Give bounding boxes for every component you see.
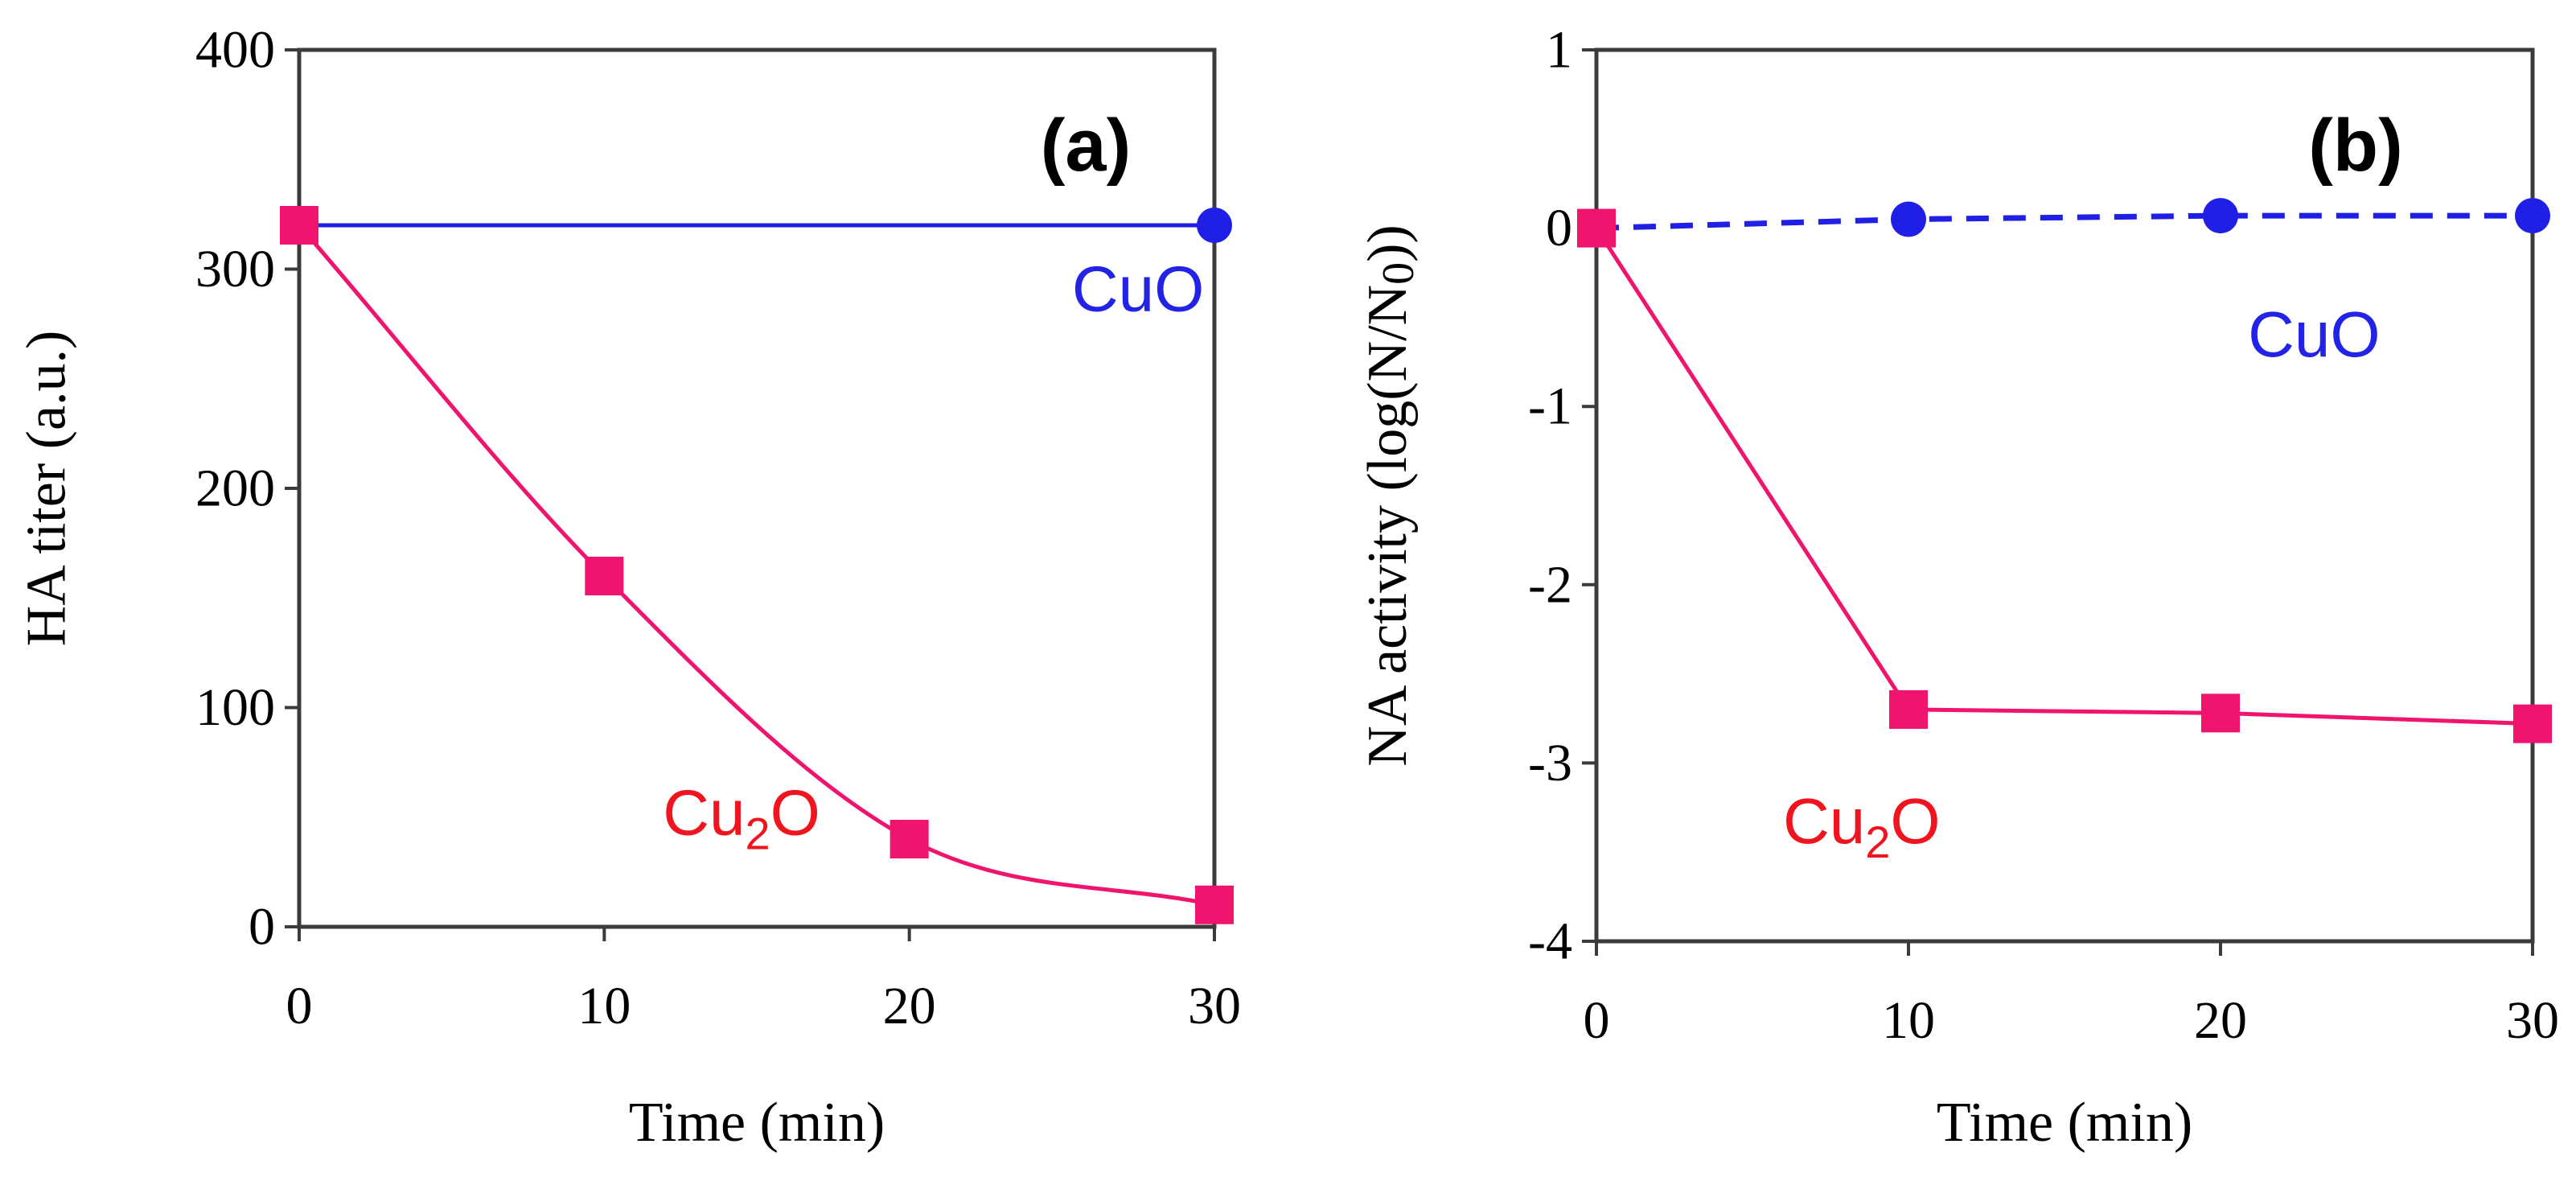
series-line-cu2o: [298, 224, 1215, 907]
x-tick-label: 0: [286, 977, 313, 1035]
series-cu2o: Cu2O: [280, 206, 1234, 924]
y-tick-label: 300: [195, 240, 275, 298]
x-tick-label: 0: [1584, 991, 1610, 1050]
series-label-main: CuO: [1072, 253, 1205, 324]
data-point-cu2o: [889, 820, 929, 858]
y-tick-label: -1: [1528, 377, 1572, 436]
y-tick-label: 100: [195, 678, 275, 737]
x-tick-label: 10: [577, 977, 631, 1035]
y-tick-label: 0: [1546, 199, 1572, 257]
data-point-cu2o: [2513, 704, 2552, 743]
data-point-cuo: [1891, 201, 1926, 237]
data-point-cuo: [1197, 208, 1232, 243]
data-point-cu2o: [1889, 689, 1928, 729]
plot-frame: [1594, 47, 2535, 944]
series-label-main: Cu: [663, 777, 745, 849]
series-label-subscript: 2: [1865, 817, 1890, 867]
data-point-cu2o: [1195, 885, 1234, 924]
series-cu2o: Cu2O: [1577, 208, 2552, 867]
y-tick-label: 1: [1546, 21, 1572, 80]
data-point-cu2o: [280, 206, 318, 245]
series-label-cu2o: Cu2O: [663, 777, 820, 859]
y-tick-label: 0: [249, 898, 275, 957]
data-point-cu2o: [585, 557, 624, 595]
x-axis-title: Time (min): [1937, 1092, 2192, 1154]
series-cuo: CuO: [1579, 198, 2550, 370]
x-tick-label: 30: [1188, 977, 1241, 1035]
y-axis-title-subscript: 0: [1374, 262, 1424, 285]
series-label-subscript: 2: [745, 809, 770, 859]
chart-panel-a: 0 100 200 300 400 0 10 20 30 Time (min) HA titer (…: [16, 21, 1242, 1154]
series-label-tail: O: [1890, 785, 1940, 857]
y-axis-title: NA activity (log(N/N0)): [1357, 224, 1424, 766]
x-tick-label: 20: [883, 977, 936, 1035]
data-point-cu2o: [2201, 693, 2240, 733]
series-label-cuo: CuO: [2248, 298, 2381, 370]
x-axis-title: Time (min): [629, 1092, 885, 1154]
y-axis-title-tail: )): [1357, 224, 1419, 262]
y-tick-label: -3: [1528, 734, 1572, 792]
series-label-tail: O: [770, 777, 820, 849]
y-axis-title: HA titer (a.u.): [16, 331, 78, 647]
x-tick-label: 30: [2506, 991, 2559, 1050]
data-point-cu2o: [1577, 208, 1616, 248]
y-tick-label: -4: [1528, 912, 1572, 971]
panel-label: (b): [2308, 105, 2402, 187]
data-point-cuo: [2515, 198, 2550, 234]
panel-label: (a): [1041, 105, 1131, 187]
x-tick-label: 20: [2194, 991, 2247, 1050]
data-point-cuo: [2203, 198, 2238, 234]
series-label-cu2o: Cu2O: [1783, 785, 1941, 867]
y-tick-label: 200: [195, 459, 275, 518]
series-line-cuo: [1596, 212, 2533, 232]
x-tick-label: 10: [1882, 991, 1935, 1050]
series-label-main: CuO: [2248, 298, 2381, 370]
series-label-cuo: CuO: [1072, 253, 1205, 324]
y-tick-label: 400: [195, 21, 275, 80]
series-line-cu2o: [1594, 227, 2533, 726]
series-cuo: CuO: [281, 208, 1232, 324]
series-label-main: Cu: [1783, 785, 1865, 857]
y-tick-label: -2: [1528, 555, 1572, 614]
y-axis-title-main: NA activity (log(N/N: [1357, 285, 1419, 767]
